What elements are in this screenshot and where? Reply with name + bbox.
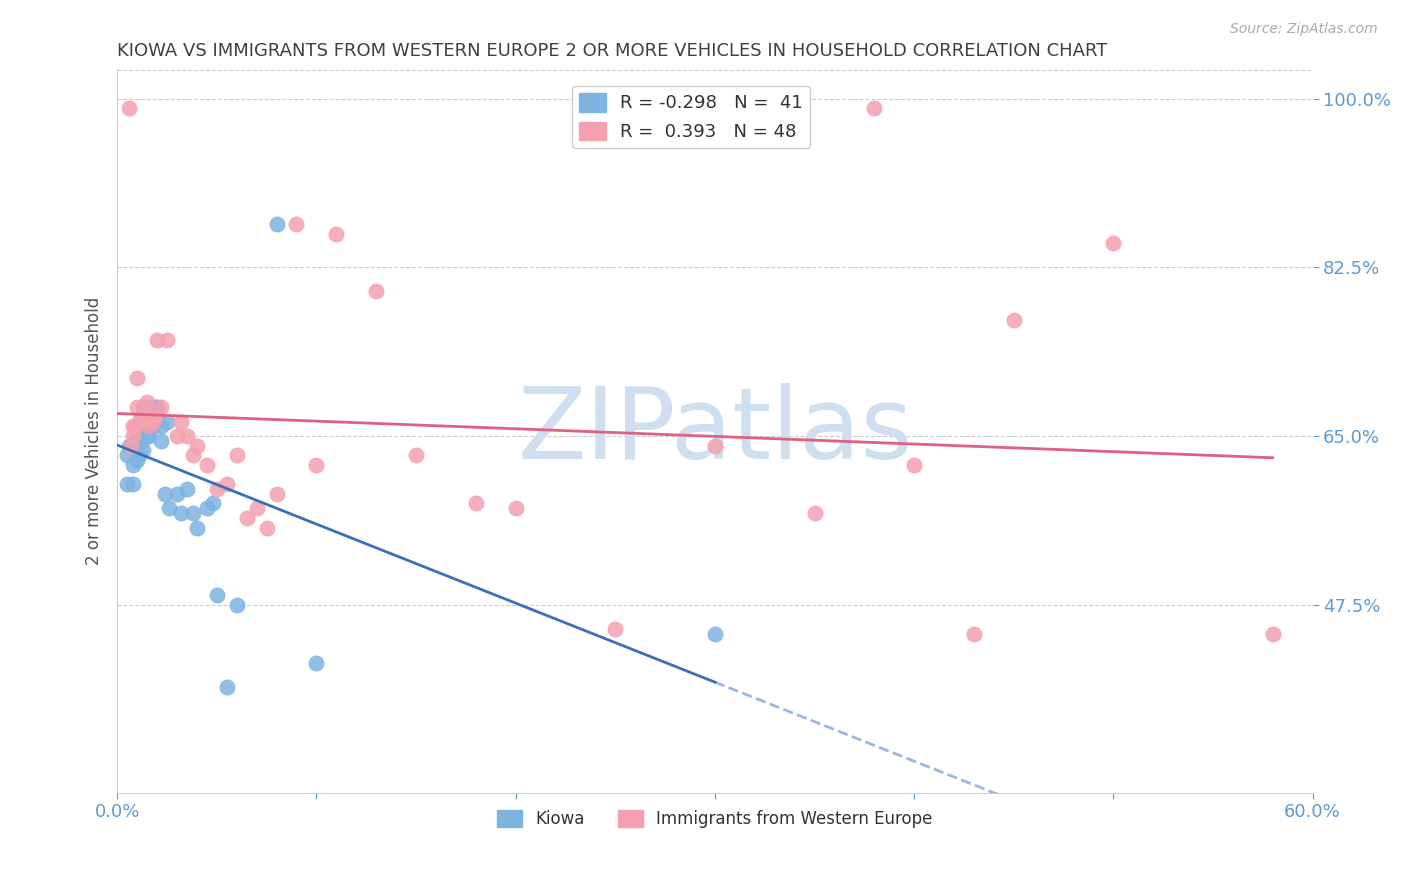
Point [176,482,198,496]
Point [124,434,146,448]
Point [115,477,138,491]
Text: KIOWA VS IMMIGRANTS FROM WESTERN EUROPE 2 OR MORE VEHICLES IN HOUSEHOLD CORRELAT: KIOWA VS IMMIGRANTS FROM WESTERN EUROPE … [117,42,1108,60]
Point [246,501,269,516]
Point [127,453,149,467]
Point [703,626,725,640]
Point [464,496,486,510]
Point [181,506,204,520]
Legend: Kiowa, Immigrants from Western Europe: Kiowa, Immigrants from Western Europe [491,804,939,835]
Point [201,496,224,510]
Point [1002,313,1025,327]
Point [150,400,173,414]
Point [225,598,247,612]
Point [150,419,173,434]
Point [127,371,149,385]
Point [129,434,152,448]
Point [186,520,208,534]
Point [124,419,146,434]
Point [170,506,193,520]
Point [132,443,155,458]
Point [153,487,176,501]
Point [205,588,228,602]
Point [143,409,166,424]
Point [139,409,162,424]
Point [129,409,152,424]
Point [136,395,159,409]
Point [405,448,427,462]
Point [122,477,145,491]
Text: ZIPatlas: ZIPatlas [517,383,912,480]
Point [122,458,145,472]
Point [195,458,218,472]
Text: Source: ZipAtlas.com: Source: ZipAtlas.com [1230,22,1378,37]
Point [118,439,141,453]
Point [136,429,159,443]
Point [215,680,238,694]
Point [505,501,527,516]
Point [146,333,169,347]
Point [132,400,155,414]
Point [156,415,179,429]
Point [143,400,166,414]
Y-axis label: 2 or more Vehicles in Household: 2 or more Vehicles in Household [86,297,103,566]
Point [1261,626,1284,640]
Point [138,429,160,443]
Point [128,448,150,462]
Point [305,458,328,472]
Point [122,419,145,434]
Point [703,439,725,453]
Point [170,415,193,429]
Point [142,419,165,434]
Point [120,439,142,453]
Point [1102,236,1125,251]
Point [803,506,825,520]
Point [225,448,247,462]
Point [366,285,388,299]
Point [235,511,257,525]
Point [129,415,152,429]
Point [127,439,149,453]
Point [150,434,173,448]
Point [166,487,188,501]
Point [138,419,160,434]
Point [266,217,288,231]
Point [181,448,204,462]
Point [256,520,278,534]
Point [142,415,165,429]
Point [128,415,150,429]
Point [305,656,328,670]
Point [266,487,288,501]
Point [176,429,198,443]
Point [127,400,149,414]
Point [138,409,160,424]
Point [195,501,218,516]
Point [157,501,180,516]
Point [863,101,886,115]
Point [325,227,347,241]
Point [186,439,208,453]
Point [146,409,169,424]
Point [122,429,145,443]
Point [903,458,925,472]
Point [215,477,238,491]
Point [156,333,179,347]
Point [963,626,986,640]
Point [115,448,138,462]
Point [139,400,162,414]
Point [285,217,308,231]
Point [134,409,156,424]
Point [134,400,156,414]
Point [205,482,228,496]
Point [136,409,159,424]
Point [118,101,141,115]
Point [605,622,627,636]
Point [146,400,169,414]
Point [127,419,149,434]
Point [166,429,188,443]
